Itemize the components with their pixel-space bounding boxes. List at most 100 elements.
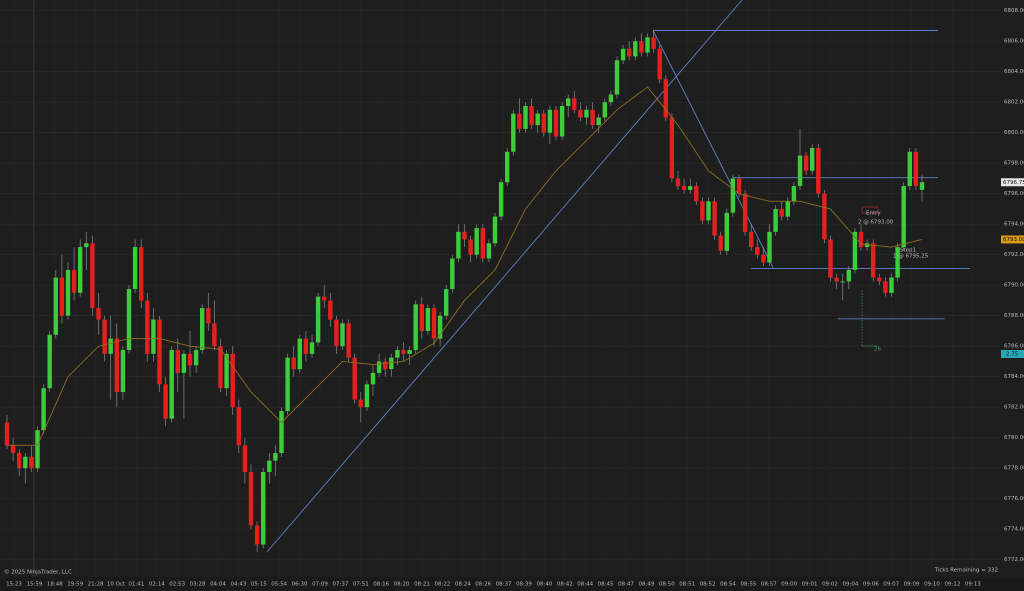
candle-body — [248, 472, 254, 526]
candle-body — [139, 247, 144, 301]
candle-body — [413, 304, 418, 351]
candle-body — [736, 178, 742, 194]
candle-body — [279, 411, 284, 453]
candle-body — [181, 353, 187, 373]
x-tick-label: 09:09 — [904, 582, 920, 588]
candle-body — [10, 445, 16, 453]
grid — [0, 10, 1000, 561]
candle-body — [639, 41, 644, 53]
x-tick-label: 08:42 — [557, 582, 573, 588]
candle-body — [218, 346, 223, 389]
candle-body — [547, 109, 553, 133]
candle-body — [59, 277, 65, 316]
candle-body — [669, 117, 675, 179]
candle-body — [145, 300, 150, 354]
candle-body — [273, 452, 278, 461]
candle-body — [797, 155, 803, 187]
candle-body — [724, 212, 729, 251]
candle-body — [633, 41, 638, 57]
y-tick-label: 6796.00 — [1004, 191, 1024, 197]
candle-body — [4, 422, 10, 446]
candle-body — [694, 186, 699, 202]
candle-body — [389, 357, 394, 370]
candle-body — [572, 98, 577, 110]
x-tick-label: 21:28 — [88, 582, 104, 588]
candle-body — [864, 243, 870, 248]
candle-body — [663, 79, 668, 118]
x-tick-label: 15:23 — [6, 582, 22, 588]
candle-body — [132, 247, 138, 290]
ma-price-tag-box — [1001, 235, 1024, 244]
x-tick-label: 19:59 — [67, 582, 83, 588]
x-tick-label: 08:49 — [638, 582, 654, 588]
x-tick-label: 08:16 — [373, 582, 389, 588]
x-tick-label: 09:13 — [965, 582, 981, 588]
x-tick-label: 05:54 — [271, 582, 287, 588]
x-tick-label: 09:00 — [781, 582, 797, 588]
candle-body — [498, 182, 504, 217]
candle-body — [29, 456, 34, 469]
x-tick-label: 08:40 — [536, 582, 552, 588]
x-tick-label: 07:51 — [353, 582, 369, 588]
candle-body — [706, 201, 711, 221]
candle-body — [651, 37, 656, 49]
candle-body — [700, 201, 705, 221]
y-tick-label: 6780.00 — [1004, 435, 1024, 441]
candle-body — [858, 231, 864, 248]
x-tick-label: 09:07 — [883, 582, 899, 588]
candle-body — [559, 106, 565, 137]
candle-body — [675, 178, 681, 187]
x-tick-label: 08:51 — [679, 582, 695, 588]
candle-body — [254, 525, 260, 545]
candle-body — [267, 460, 272, 473]
candle-body — [791, 186, 797, 202]
y-tick-label: 6808.00 — [1004, 8, 1024, 14]
candle-body — [584, 109, 589, 118]
candle-body — [877, 277, 882, 282]
candle-body — [596, 117, 601, 126]
candle-body — [328, 300, 333, 320]
candle-body — [35, 430, 40, 469]
candle-body — [602, 102, 607, 118]
candle-body — [620, 48, 626, 61]
candle-body — [242, 445, 248, 473]
candle-body — [590, 109, 595, 126]
candle-body — [340, 323, 345, 347]
x-tick-label: 08:44 — [577, 582, 593, 588]
candle-body — [53, 277, 58, 335]
y-tick-label: 6790.00 — [1004, 283, 1024, 289]
x-tick-label: 02:14 — [149, 582, 165, 588]
y-tick-label: 6784.00 — [1004, 374, 1024, 380]
candle-body — [773, 208, 778, 232]
y-tick-label: 6798.00 — [1004, 161, 1024, 167]
candle-body — [407, 350, 412, 354]
candle-body — [578, 109, 583, 118]
candle-body — [535, 113, 540, 126]
x-tick-label: 09:12 — [944, 582, 960, 588]
plot — [4, 29, 925, 553]
y-tick-label: 6772.00 — [1004, 557, 1024, 563]
candle-body — [114, 338, 119, 392]
x-tick-label: 07:09 — [312, 582, 328, 588]
candle-body — [126, 289, 132, 351]
candle-body — [187, 353, 193, 366]
candle-body — [913, 151, 919, 187]
candle-body — [712, 201, 717, 236]
y-tick-label: 6778.00 — [1004, 466, 1024, 472]
candle-body — [444, 289, 449, 316]
x-tick-label: 04:04 — [210, 582, 226, 588]
candle-body — [47, 334, 52, 389]
candle-body — [566, 98, 571, 107]
candle-body — [206, 308, 211, 324]
trend-line — [652, 30, 774, 268]
x-tick-label: 08:57 — [761, 582, 777, 588]
x-tick-label: 08:20 — [394, 582, 410, 588]
x-tick-label: 09:02 — [822, 582, 838, 588]
candle-body — [742, 193, 748, 232]
candle-body — [608, 94, 614, 103]
x-tick-label: 08:26 — [475, 582, 491, 588]
y-tick-label: 6786.00 — [1004, 344, 1024, 350]
x-tick-label: 03:28 — [190, 582, 206, 588]
x-tick-label: 08:47 — [618, 582, 634, 588]
